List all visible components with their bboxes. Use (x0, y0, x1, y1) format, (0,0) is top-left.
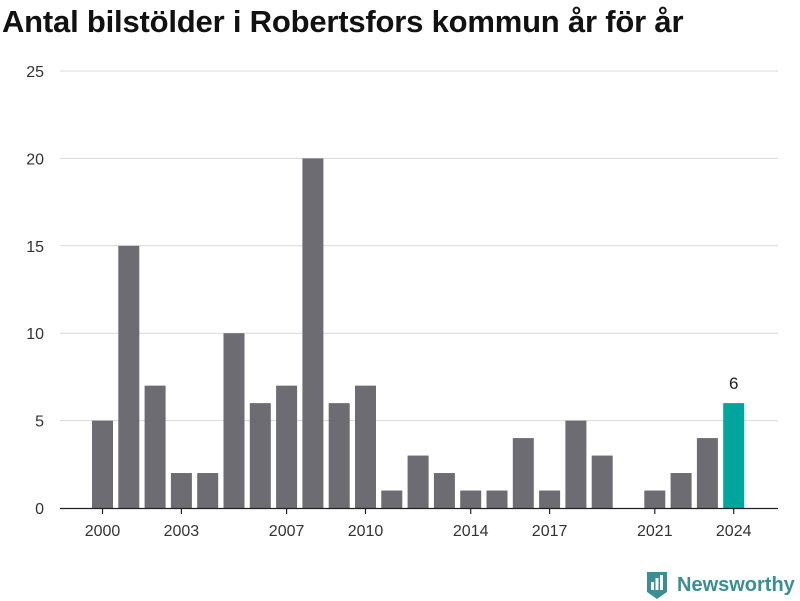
bar-2019 (591, 455, 613, 508)
y-tick-label: 0 (35, 501, 44, 518)
bar-2015 (486, 490, 508, 508)
bar-2023 (696, 438, 718, 508)
x-axis: 2000 2003 2007 2010 2014 2017 2021 2024 (60, 507, 778, 540)
x-tick-label: 2017 (532, 523, 568, 540)
bar-2016 (512, 438, 534, 508)
data-label-2024: 6 (729, 374, 738, 393)
bar-2006 (249, 403, 271, 508)
y-tick-label: 25 (26, 64, 44, 81)
brand-name: Newsworthy (677, 573, 795, 596)
bars (92, 158, 745, 509)
x-tick-label: 2024 (716, 523, 752, 540)
bar-2002 (144, 385, 166, 508)
bar-2009 (328, 403, 350, 508)
bar-2003 (170, 473, 192, 508)
x-tick-label: 2003 (164, 523, 200, 540)
bar-2024 (723, 403, 745, 508)
x-tick-label: 2007 (269, 523, 305, 540)
y-tick-label: 5 (35, 414, 44, 431)
chart-title: Antal bilstölder i Robertsfors kommun år… (2, 4, 684, 39)
x-tick-label: 2010 (348, 523, 384, 540)
bar-2007 (276, 385, 298, 508)
data-labels: 6 (729, 374, 738, 393)
newsworthy-brand: Newsworthy (645, 569, 795, 601)
bar-2005 (223, 333, 245, 508)
grid-lines (60, 70, 778, 422)
bar-2014 (460, 490, 482, 508)
bar-2013 (433, 473, 455, 508)
y-tick-label: 15 (26, 239, 44, 256)
bar-2004 (197, 473, 219, 508)
bar-2011 (381, 490, 403, 508)
newsworthy-logo-icon (647, 572, 667, 599)
bar-2010 (355, 385, 376, 508)
bar-2012 (407, 455, 429, 508)
bar-2000 (92, 420, 113, 508)
x-tick-label: 2021 (637, 523, 673, 540)
bar-2021 (644, 490, 666, 508)
bar-2022 (670, 473, 692, 508)
x-tick-label: 2014 (453, 523, 489, 540)
bar-2008 (302, 158, 324, 508)
bar-2001 (118, 245, 140, 509)
y-axis-labels: 0 5 10 15 20 25 (26, 64, 44, 518)
x-tick-label: 2000 (85, 523, 121, 540)
bar-2018 (565, 420, 587, 508)
y-tick-label: 10 (26, 326, 44, 343)
y-tick-label: 20 (26, 151, 44, 168)
bar-2017 (539, 490, 561, 508)
